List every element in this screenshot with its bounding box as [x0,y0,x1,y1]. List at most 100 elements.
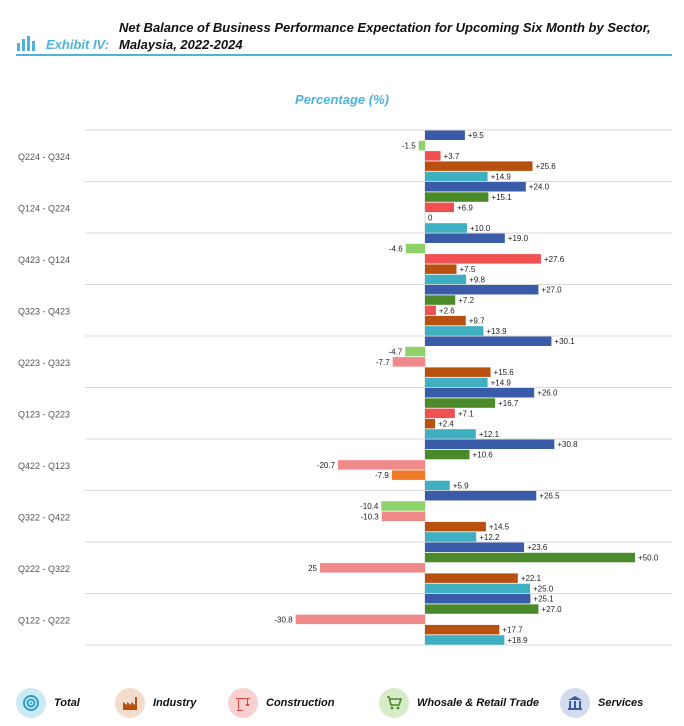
bar-services [425,130,465,140]
data-label: +2.4 [438,420,454,429]
legend-label: Services [598,697,644,709]
exhibit-label: Exhibit IV: [46,37,110,52]
category-label: Q123 - Q223 [18,409,70,419]
bar-industry [425,161,533,171]
data-label: +14.9 [491,172,512,181]
data-label: +15.1 [491,193,512,202]
legend-item: Whosale & Retail Trade [379,686,539,720]
data-label: +23.6 [527,543,548,552]
bar-construction [392,357,425,367]
data-label: +15.6 [494,368,515,377]
data-label: +30.8 [557,440,578,449]
data-label: +25.0 [533,584,554,593]
data-label: +9.7 [469,317,485,326]
bar-whosale [425,552,635,563]
data-label: +50.0 [638,553,659,562]
data-label: +12.1 [479,430,500,439]
data-label: +7.1 [458,409,474,418]
bar-industry [391,470,425,480]
data-label: -7.9 [375,471,389,480]
bar-total [425,377,488,388]
data-label: -4.6 [389,244,403,253]
category-label: Q222 - Q322 [18,564,70,574]
bar-whosale [425,604,539,614]
bar-construction [320,563,425,573]
category-label: Q323 - Q423 [18,306,70,316]
bar-services [425,491,537,501]
cart-icon [379,688,409,718]
data-label: +12.2 [479,533,500,542]
bar-industry [425,367,491,377]
category-label: Q422 - Q123 [18,461,70,471]
building-icon [560,688,590,718]
data-label: -4.7 [388,347,402,356]
bar-total [425,583,530,594]
bar-total [425,326,484,336]
chart-title: Net Balance of Business Performance Expe… [119,20,651,52]
bar-total [425,274,467,285]
bar-construction [295,614,425,625]
data-label: +24.0 [529,183,550,192]
data-label: -10.3 [361,512,380,521]
data-label: +27.0 [541,286,562,295]
legend-label: Construction [266,697,335,709]
header-divider [16,54,672,56]
data-label: +7.2 [458,296,474,305]
data-label: +14.9 [491,378,512,387]
data-label: +6.9 [457,203,473,212]
data-label: +22.1 [521,574,542,583]
bar-industry [425,315,466,326]
data-label: -10.4 [360,502,379,511]
data-label: +30.1 [554,337,575,346]
data-label: +14.5 [489,523,510,532]
bar-whosale [418,140,425,151]
bar-industry [425,418,436,429]
data-label: +26.0 [537,389,558,398]
bar-services [425,233,505,243]
data-label: -7.7 [376,358,390,367]
bar-construction [425,202,454,213]
data-label: +27.6 [544,255,565,264]
bar-construction [425,305,436,316]
bar-whosale [405,346,425,357]
category-label: Q122 - Q222 [18,615,70,625]
data-label: +2.6 [439,306,455,315]
data-label: +18.9 [507,636,528,645]
category-label: Q423 - Q124 [18,255,70,265]
legend: Total Industry Construction Whosale & Retai… [0,686,684,722]
bar-services [425,388,535,398]
data-label: +17.7 [502,626,523,635]
data-label: +9.8 [469,275,485,284]
data-label: +9.5 [468,131,484,140]
bar-chart-icon [17,36,35,51]
data-label: +25.1 [533,595,554,604]
bar-industry [425,264,457,274]
bar-construction [425,408,455,419]
bar-total [425,171,488,182]
legend-item: Industry [115,686,196,720]
bar-services [425,439,555,449]
bar-total [425,429,476,439]
bar-total [425,480,450,491]
bar-services [425,594,531,604]
data-label: -20.7 [317,461,336,470]
target-icon [16,688,46,718]
data-label: 0 [428,214,433,223]
data-label: +27.0 [541,605,562,614]
data-label: +3.7 [444,152,460,161]
data-label: +7.5 [460,265,476,274]
bar-chart: Q224 - Q324 +9.5 -1.5 +3.7 +25.6 +14.9 Q124 - … [18,129,672,646]
data-label: +10.6 [473,450,494,459]
legend-item: Construction [228,686,334,720]
legend-label: Total [54,697,80,709]
data-label: +13.9 [486,327,507,336]
bar-services [425,336,552,346]
legend-label: Whosale & Retail Trade [417,697,540,709]
category-label: Q223 - Q323 [18,358,70,368]
data-label: +5.9 [453,481,469,490]
bar-whosale [425,295,456,305]
header: Exhibit IV: Net Balance of Business Perf… [0,0,684,60]
data-label: +26.5 [539,492,560,501]
data-label: -1.5 [402,141,416,150]
bar-construction [338,460,425,470]
